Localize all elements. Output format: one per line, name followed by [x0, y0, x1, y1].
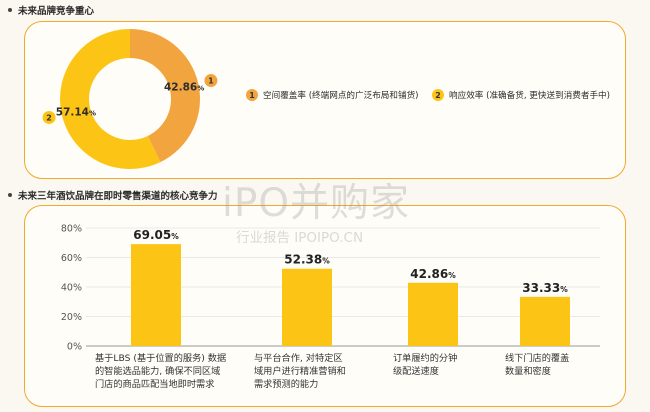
legend-item-2: 2 响应效率 (准确备货, 更快送到消费者手中) [432, 89, 610, 101]
y-tick-label: 40% [61, 283, 82, 294]
category-label-1: 基于LBS (基于位置的服务) 数据 的智能选品能力, 确保不同区域 门店的商品匹配… [95, 352, 226, 391]
bar-1 [131, 244, 181, 346]
donut-badge-2 [42, 110, 56, 124]
y-tick-label: 60% [61, 253, 82, 264]
bar-2 [282, 268, 332, 346]
section2-title-text: 未来三年酒饮品牌在即时零售渠道的核心竞争力 [18, 191, 218, 202]
donut-value-label-2: 57.14% [56, 106, 96, 118]
bar-value-label-4: 33.33% [522, 281, 568, 295]
bar-4 [520, 296, 570, 346]
category-label-line: 订单履约的分钟 [393, 353, 458, 364]
category-label-4: 线下门店的覆盖 数量和密度 [505, 352, 569, 378]
legend-item-1: 1 空间覆盖率 (终端网点的广泛布局和铺货) [246, 89, 419, 101]
bar-value-label-1: 69.05% [133, 228, 179, 242]
legend-badge-1: 1 [246, 89, 258, 101]
legend-text-1: 空间覆盖率 (终端网点的广泛布局和铺货) [263, 91, 419, 101]
category-label-line: 线下门店的覆盖 [505, 353, 570, 364]
donut-slice-1 [130, 29, 200, 163]
watermark-text: iPO并购家 [222, 181, 411, 226]
category-label-line: 域用户进行精准营销和 [254, 366, 346, 377]
donut-badge-1 [204, 74, 218, 88]
bullet-dot-icon [8, 8, 12, 12]
bar-3 [408, 282, 458, 346]
legend-badge-2: 2 [432, 89, 444, 101]
y-tick-label: 80% [61, 224, 82, 235]
donut-value-label-1: 42.86% [164, 82, 204, 94]
category-label-line: 级配送速度 [393, 366, 439, 377]
y-tick-label: 20% [61, 312, 82, 323]
bullet-dot-icon [8, 193, 12, 197]
donut-badge-text-2: 2 [46, 113, 52, 122]
category-label-line: 需求预测的能力 [254, 379, 319, 390]
category-label-line: 的智能选品能力, 确保不同区域 [95, 366, 221, 377]
category-label-2: 与平台合作, 对特定区 域用户进行精准营销和 需求预测的能力 [254, 352, 346, 391]
bar-value-label-2: 52.38% [284, 253, 330, 267]
section1-title: 未来品牌竞争重心 [8, 3, 94, 17]
donut-badge-text-1: 1 [208, 77, 214, 86]
watermark-subtext: 行业报告 IPOIPO.CN [236, 230, 364, 246]
donut-slice-2 [59, 29, 161, 170]
bar-value-label-3: 42.86% [410, 267, 456, 281]
section2-title: 未来三年酒饮品牌在即时零售渠道的核心竞争力 [8, 188, 218, 202]
category-label-3: 订单履约的分钟 级配送速度 [393, 352, 457, 378]
category-label-line: 基于LBS (基于位置的服务) 数据 [95, 353, 227, 364]
category-label-line: 与平台合作, 对特定区 [254, 353, 343, 364]
category-label-line: 数量和密度 [505, 366, 551, 377]
legend-text-2: 响应效率 (准确备货, 更快送到消费者手中) [449, 91, 610, 101]
section1-title-text: 未来品牌竞争重心 [18, 6, 95, 17]
y-tick-label: 0% [67, 342, 82, 353]
category-label-line: 门店的商品匹配当地即时需求 [95, 379, 215, 390]
